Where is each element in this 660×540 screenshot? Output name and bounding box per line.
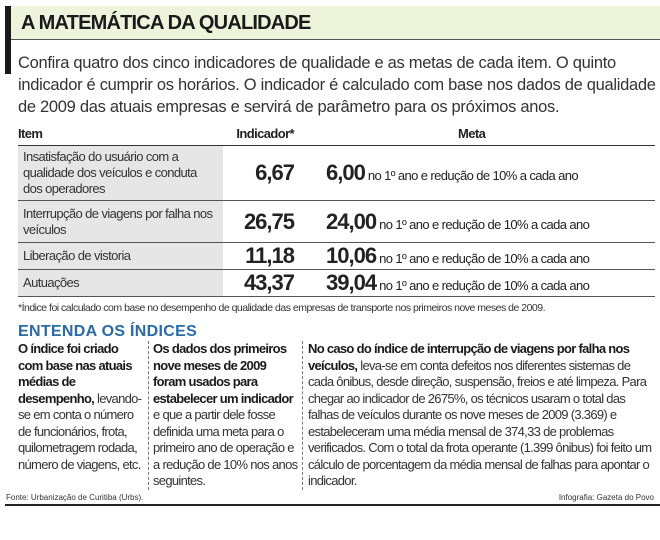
meta-note: no 1º ano e redução de 10% a cada ano bbox=[367, 168, 579, 183]
header-item: Item bbox=[18, 124, 223, 146]
item-cell: Liberação de vistoria bbox=[18, 242, 223, 270]
item-cell: Interrupção de viagens por falha nos veí… bbox=[18, 200, 223, 243]
indicators-table: Item Indicador* Meta Insatisfação do usu… bbox=[18, 124, 655, 297]
section-title: ENTENDA OS ÍNDICES bbox=[18, 323, 198, 340]
explanation-column-2: Os dados dos primeiros nove meses de 200… bbox=[148, 341, 302, 490]
explanation-column-1: O índice foi criado com base nas atuais … bbox=[18, 341, 148, 473]
explanation-columns: O índice foi criado com base nas atuais … bbox=[18, 341, 658, 490]
infographic-credit: Infografia: Gazeta do Povo bbox=[558, 492, 654, 502]
meta-cell: 24,00 no 1º ano e redução de 10% a cada a… bbox=[318, 200, 655, 243]
credits-row: Fonte: Urbanização de Curitiba (Urbs). I… bbox=[6, 493, 654, 503]
indicador-cell: 6,67 bbox=[223, 145, 318, 201]
header-meta: Meta bbox=[318, 124, 655, 146]
indicador-cell: 11,18 bbox=[223, 242, 318, 270]
meta-note: no 1º ano e redução de 10% a cada ano bbox=[379, 278, 590, 293]
indicador-cell: 43,37 bbox=[223, 269, 318, 297]
column-lead: Os dados dos primeiros nove meses de 200… bbox=[153, 341, 294, 406]
meta-cell: 6,00 no 1º ano e redução de 10% a cada an… bbox=[318, 145, 655, 201]
explanation-column-3: No caso do índice de interrupção de viag… bbox=[302, 341, 658, 490]
column-text: levando-se em conta o número de funcioná… bbox=[18, 390, 142, 472]
bottom-rule bbox=[5, 503, 660, 506]
column-lead: No caso do índice de interrupção de viag… bbox=[308, 341, 630, 373]
table-header: Item Indicador* Meta bbox=[18, 124, 655, 146]
title-bar: A MATEMÁTICA DA QUALIDADE bbox=[11, 6, 660, 40]
content: Confira quatro dos cinco indicadores de … bbox=[0, 52, 660, 506]
indicador-cell: 26,75 bbox=[223, 200, 318, 243]
meta-note: no 1º ano e redução de 10% a cada ano bbox=[379, 216, 590, 232]
column-text: e que a partir dele fosse definida uma m… bbox=[153, 407, 298, 488]
page-title: A MATEMÁTICA DA QUALIDADE bbox=[21, 12, 311, 34]
header-indicador: Indicador* bbox=[223, 124, 318, 146]
table-row: Insatisfação do usuário com a qualidade … bbox=[18, 145, 655, 201]
item-cell: Autuações bbox=[18, 269, 223, 297]
table-row: Liberação de vistoria 11,18 10,06 no 1º a… bbox=[18, 242, 655, 270]
table-row: Autuações 43,37 39,04 no 1º ano e redução… bbox=[18, 269, 655, 297]
meta-cell: 39,04 no 1º ano e redução de 10% a cada a… bbox=[318, 269, 655, 297]
accent-bar bbox=[5, 6, 11, 74]
meta-cell: 10,06 no 1º ano e redução de 10% a cada a… bbox=[318, 242, 655, 270]
column-text: leva-se em conta defeitos nos diferentes… bbox=[308, 357, 652, 489]
footnote: *Índice foi calculado com base no desemp… bbox=[18, 302, 546, 314]
meta-value: 6,00 bbox=[326, 160, 366, 185]
column-lead: O índice foi criado com base nas atuais … bbox=[18, 341, 133, 406]
source-credit: Fonte: Urbanização de Curitiba (Urbs). bbox=[6, 492, 144, 502]
meta-value: 10,06 bbox=[326, 243, 377, 268]
item-cell: Insatisfação do usuário com a qualidade … bbox=[18, 145, 223, 201]
meta-value: 24,00 bbox=[326, 208, 377, 234]
intro-text: Confira quatro dos cinco indicadores de … bbox=[18, 54, 656, 116]
table-row: Interrupção de viagens por falha nos veí… bbox=[18, 200, 655, 243]
meta-value: 39,04 bbox=[326, 270, 377, 295]
meta-note: no 1º ano e redução de 10% a cada ano bbox=[379, 251, 590, 266]
